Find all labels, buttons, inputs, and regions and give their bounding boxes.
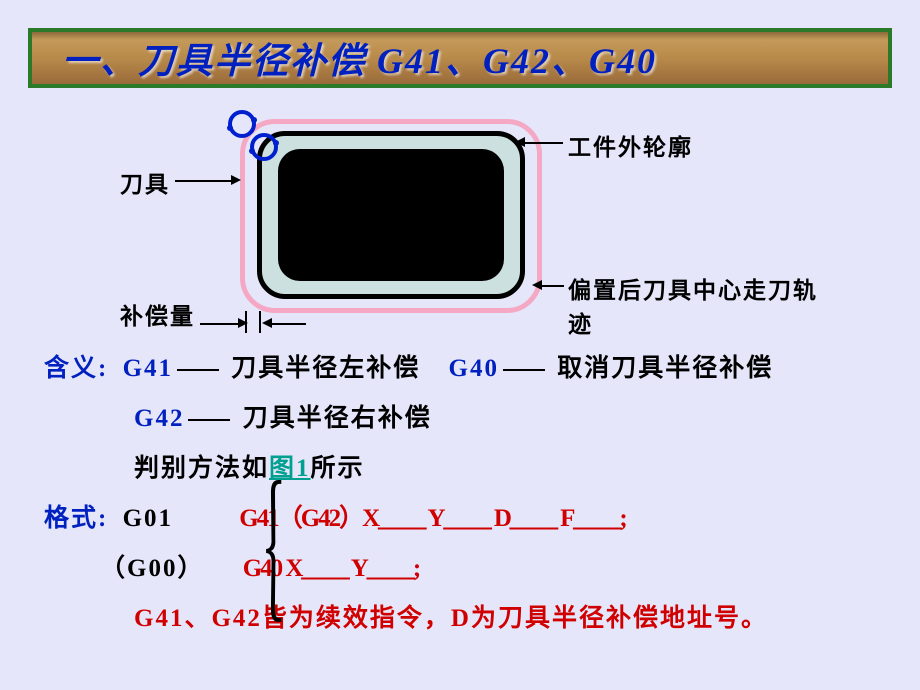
brace-icon: ⎰⎱	[244, 483, 302, 628]
workpiece-fill	[278, 149, 504, 281]
format-note: G41、G42皆为续效指令，D为刀具半径补偿地址号。	[44, 598, 894, 634]
dash-icon	[177, 369, 219, 371]
label-offset: 补偿量	[120, 297, 195, 331]
desc-g42: 刀具半径右补偿	[243, 405, 432, 432]
meaning-line-3: 判别方法如图1所示	[44, 448, 894, 484]
tool-circle-icon	[228, 110, 256, 138]
content-block: 含义: G41 刀具半径左补偿 G40 取消刀具半径补偿 G42 刀具半径右补偿…	[44, 348, 894, 648]
code-g00: （G00）	[100, 555, 204, 582]
arrow-head-icon	[532, 280, 542, 290]
arrow-head-icon	[515, 137, 525, 147]
code-g42: G42	[134, 405, 184, 432]
tool-circle-icon	[250, 133, 278, 161]
format-line-1: 格式: G01 G41（G42）X＿＿ Y＿＿ D＿＿ F＿＿;	[44, 498, 894, 534]
format-line-2: （G00） G40 X＿＿ Y＿＿;	[44, 548, 894, 584]
arrow-line	[540, 285, 564, 287]
judge-post: 所示	[311, 455, 365, 482]
diagram: 刀具 补偿量 工件外轮廓 偏置后刀具中心走刀轨迹	[130, 115, 830, 335]
arrow-head-icon	[231, 175, 241, 185]
label-path: 偏置后刀具中心走刀轨迹	[568, 271, 830, 339]
note-b: D为刀具半径补偿地址号。	[451, 605, 768, 632]
label-tool: 刀具	[120, 165, 170, 199]
title-bar: 一、刀具半径补偿 G41、G42、G40	[28, 28, 892, 88]
arrow-line	[266, 323, 306, 325]
dash-icon	[188, 419, 230, 421]
dash-icon	[503, 369, 545, 371]
arrow-line	[523, 142, 563, 144]
desc-g40: 取消刀具半径补偿	[557, 355, 773, 382]
meaning-line-2: G42 刀具半径右补偿	[44, 398, 894, 434]
arrow-line	[175, 180, 233, 182]
code-g01: G01	[123, 505, 173, 532]
label-outline: 工件外轮廓	[568, 128, 693, 162]
desc-g41: 刀具半径左补偿	[231, 355, 420, 382]
dimension-marks	[245, 311, 265, 333]
page-title: 一、刀具半径补偿 G41、G42、G40	[62, 32, 657, 84]
code-g40: G40	[449, 355, 499, 382]
code-g41: G41	[123, 355, 173, 382]
label-format: 格式:	[44, 505, 108, 532]
label-meaning: 含义:	[44, 355, 108, 382]
meaning-line-1: 含义: G41 刀具半径左补偿 G40 取消刀具半径补偿	[44, 348, 894, 384]
